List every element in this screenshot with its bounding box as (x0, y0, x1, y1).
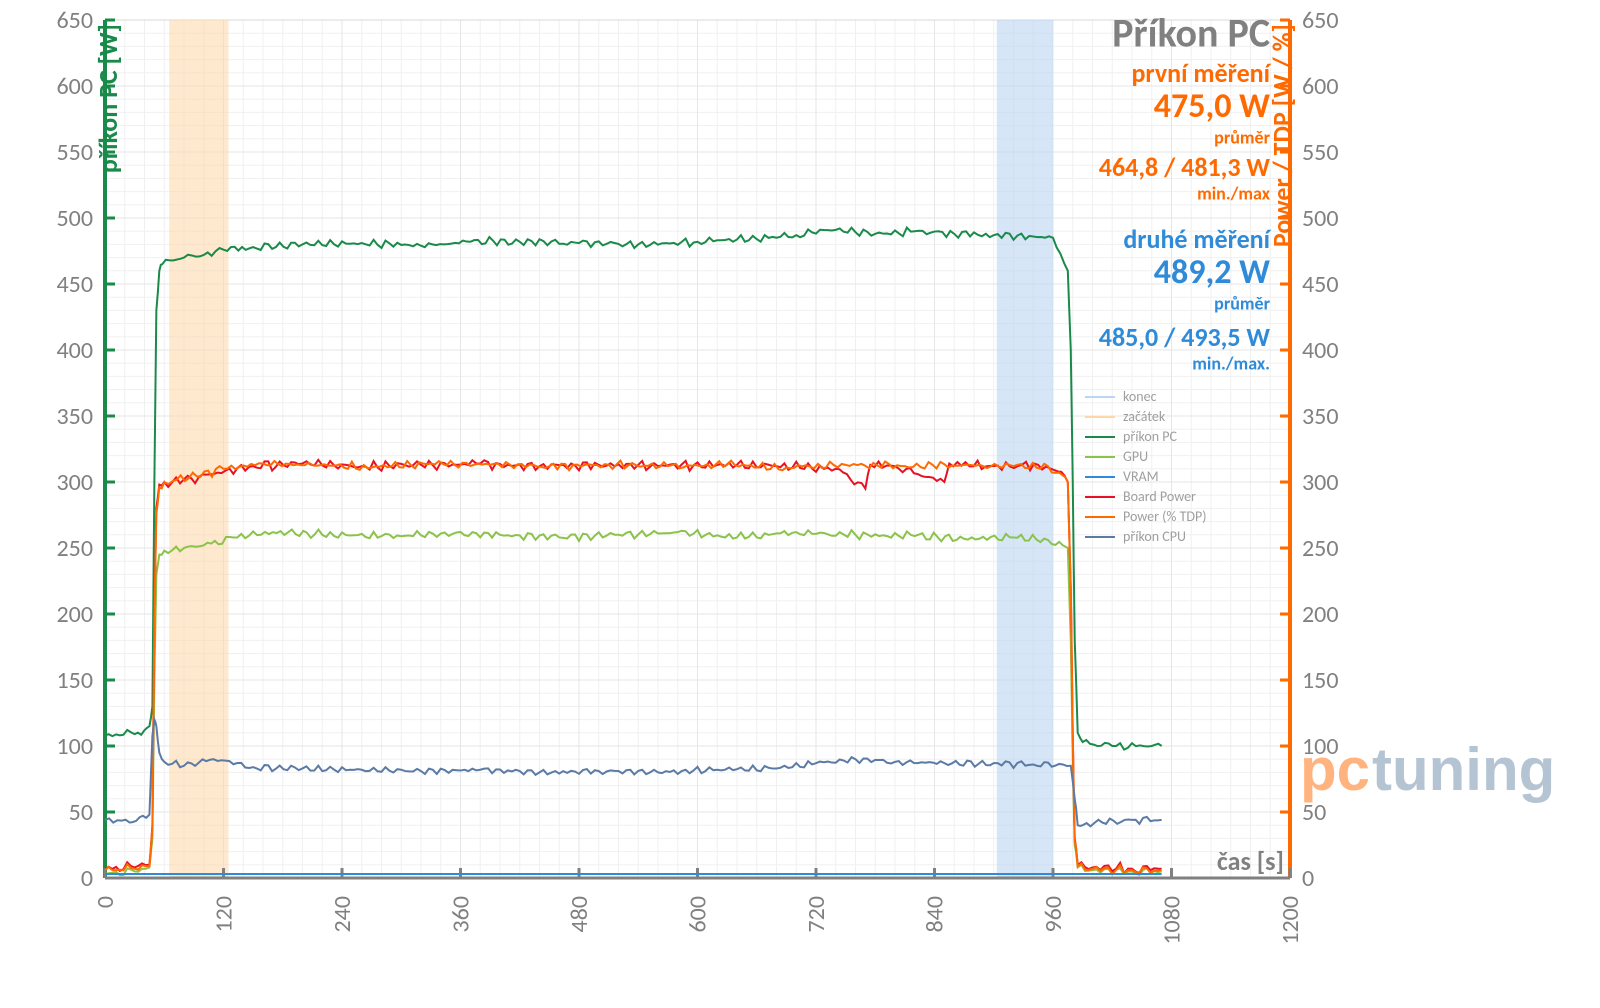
svg-text:550: 550 (1302, 138, 1339, 167)
svg-text:tuning: tuning (1372, 736, 1555, 803)
svg-text:489,2 W: 489,2 W (1154, 252, 1270, 293)
svg-text:Power / TDP [W / %]: Power / TDP [W / %] (1266, 24, 1298, 247)
svg-text:350: 350 (1302, 402, 1339, 431)
svg-text:příkon PC [W]: příkon PC [W] (92, 24, 124, 173)
svg-text:840: 840 (921, 896, 950, 933)
svg-text:300: 300 (57, 468, 94, 497)
svg-text:650: 650 (57, 6, 94, 35)
legend-item: Board Power (1085, 488, 1207, 505)
svg-text:50: 50 (69, 798, 93, 827)
svg-text:1200: 1200 (1276, 896, 1305, 945)
svg-text:0: 0 (1302, 864, 1314, 893)
svg-text:250: 250 (1302, 534, 1339, 563)
svg-text:350: 350 (57, 402, 94, 431)
svg-text:1080: 1080 (1158, 896, 1187, 945)
svg-text:150: 150 (1302, 666, 1339, 695)
legend-item: Power (% TDP) (1085, 508, 1207, 525)
svg-text:min./max: min./max (1197, 183, 1271, 205)
svg-text:500: 500 (57, 204, 94, 233)
svg-text:0: 0 (91, 896, 120, 908)
svg-text:druhé měření: druhé měření (1123, 223, 1271, 255)
svg-text:450: 450 (1302, 270, 1339, 299)
svg-text:600: 600 (1302, 72, 1339, 101)
svg-text:120: 120 (210, 896, 239, 933)
svg-text:250: 250 (57, 534, 94, 563)
svg-text:průměr: průměr (1214, 293, 1270, 315)
svg-text:200: 200 (1302, 600, 1339, 629)
legend: konec začátek příkon PC GPU VRAM Board Power P… (1085, 385, 1207, 548)
legend-item: konec (1085, 388, 1207, 405)
svg-text:min./max.: min./max. (1192, 353, 1270, 375)
svg-text:400: 400 (1302, 336, 1339, 365)
svg-text:464,8 / 481,3 W: 464,8 / 481,3 W (1099, 151, 1271, 183)
svg-text:400: 400 (57, 336, 94, 365)
svg-text:600: 600 (684, 896, 713, 933)
svg-text:360: 360 (447, 896, 476, 933)
svg-text:720: 720 (802, 896, 831, 933)
svg-text:0: 0 (81, 864, 93, 893)
svg-text:240: 240 (328, 896, 357, 933)
svg-text:600: 600 (57, 72, 94, 101)
legend-item: VRAM (1085, 468, 1207, 485)
svg-text:100: 100 (57, 732, 94, 761)
svg-text:průměr: průměr (1214, 127, 1270, 149)
power-chart: 0 50 100 150 200 250 300 350 400 450 500 550 600 650 0… (0, 0, 1600, 1008)
legend-item: začátek (1085, 408, 1207, 425)
svg-text:550: 550 (57, 138, 94, 167)
svg-text:500: 500 (1302, 204, 1339, 233)
svg-text:čas [s]: čas [s] (1217, 845, 1284, 877)
legend-item: příkon PC (1085, 428, 1207, 445)
svg-text:300: 300 (1302, 468, 1339, 497)
svg-text:první měření: první měření (1131, 57, 1271, 89)
svg-text:475,0 W: 475,0 W (1154, 86, 1270, 127)
svg-text:960: 960 (1039, 896, 1068, 933)
svg-text:480: 480 (565, 896, 594, 933)
svg-text:485,0 / 493,5 W: 485,0 / 493,5 W (1099, 321, 1271, 353)
svg-text:200: 200 (57, 600, 94, 629)
svg-text:Příkon PC: Příkon PC (1112, 8, 1270, 57)
svg-text:150: 150 (57, 666, 94, 695)
svg-text:pc: pc (1300, 736, 1370, 803)
svg-text:450: 450 (57, 270, 94, 299)
legend-item: příkon CPU (1085, 528, 1207, 545)
svg-text:650: 650 (1302, 6, 1339, 35)
legend-item: GPU (1085, 448, 1207, 465)
